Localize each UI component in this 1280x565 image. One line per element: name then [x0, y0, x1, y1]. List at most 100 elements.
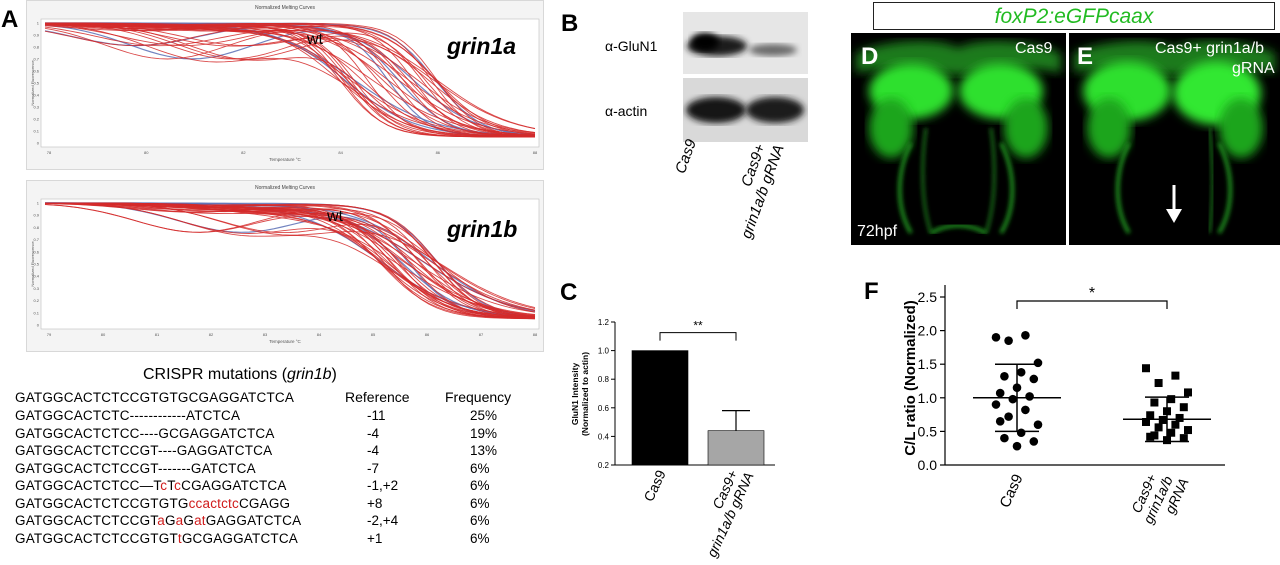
melt-x-tick: 82 — [241, 150, 246, 155]
y-tick-label: 0.0 — [918, 457, 938, 473]
data-point-cas9 — [1000, 371, 1009, 381]
melt-y-tick: 0.5 — [33, 81, 39, 86]
wt-label-grin1a: wt — [307, 31, 323, 48]
mutation-reference: -11 — [367, 408, 386, 423]
data-point-grna — [1167, 395, 1176, 404]
panel-label-c: C — [560, 279, 578, 306]
micro-header-box: foxP2:eGFPcaax — [873, 2, 1275, 30]
sequence-segment: T — [153, 478, 161, 493]
data-point-cas9 — [1033, 420, 1043, 429]
band-glun1-grna — [749, 44, 797, 56]
mutation-frequency: 6% — [470, 478, 490, 493]
x-tick-label: Cas9 — [640, 467, 668, 504]
melt-y-tick: 0.7 — [33, 237, 39, 242]
mutation-sequence: GATGGCACTCTCCGTaGaGatGAGGATCTCA — [15, 512, 301, 529]
mutation-reference: +1 — [367, 530, 383, 546]
melt-curve-grin1b: Normalized Melting Curves 1 0.9 0.8 0.7 0.6 0.… — [26, 180, 544, 352]
panel-label-f: F — [864, 278, 879, 305]
mutation-reference: -1,+2 — [367, 478, 399, 493]
melt-y-tick: 0.9 — [33, 33, 39, 38]
melt-y-tick: 0.1 — [33, 129, 39, 134]
sequence-segment: T — [167, 478, 175, 493]
sequence-segment: GATGGCACTCTCCGTGT — [15, 530, 178, 546]
mutation-sequence: GATGGCACTCTCCGT----GAGGATCTCA — [15, 442, 272, 459]
blot-label-glun1: α-GluN1 — [605, 38, 658, 54]
mutation-frequency: 6% — [470, 495, 490, 511]
data-point-grna — [1146, 432, 1155, 441]
blot-lane-cas9: Cas9 — [672, 137, 700, 176]
data-point-grna — [1142, 364, 1150, 373]
melt-y-tick: 0.9 — [33, 213, 39, 218]
bar-grna — [707, 430, 765, 466]
sequence-segment: GATGGCACTCTCCGTGTG — [15, 495, 189, 511]
y-tick-label: 1.0 — [598, 347, 610, 356]
inserted-bases: ccactctc — [188, 495, 239, 511]
melt-y-tick: 0.4 — [33, 274, 39, 279]
melt-y-tick: 1 — [37, 21, 40, 26]
y-tick-label: 0.2 — [598, 461, 610, 470]
gene-label-grin1a: grin1a — [447, 33, 517, 59]
melt-curve-mutant — [45, 202, 536, 320]
actin-bands — [683, 78, 808, 142]
col-header-reference: Reference — [345, 389, 410, 405]
significance-star: * — [1089, 285, 1095, 302]
crispr-mutation-row: GATGGCACTCTCCGT----GAGGATCTCA -4 13% — [15, 442, 535, 459]
down-arrow-icon — [1166, 185, 1182, 223]
melt-y-tick: 0.6 — [33, 249, 39, 254]
sequence-segment: GATGGCACTCTCC — [15, 425, 140, 441]
sequence-segment: ---- — [158, 443, 177, 458]
data-point-grna — [1179, 434, 1188, 443]
melt-y-tick: 0.2 — [33, 117, 39, 122]
sequence-segment: ATCTCA — [186, 408, 241, 423]
mutation-sequence: GATGGCACTCTCC—TcTcCGAGGATCTCA — [15, 477, 287, 494]
crispr-mutation-row: GATGGCACTCTCCGTGTtGCGAGGATCTCA +1 6% — [15, 530, 535, 547]
melt-x-tick: 86 — [425, 332, 430, 337]
melt-window-title: Normalized Melting Curves — [255, 185, 316, 191]
crispr-title: CRISPR mutations (grin1b) — [143, 366, 337, 384]
melt-y-tick: 0.2 — [33, 298, 39, 303]
glun1-bands — [683, 12, 808, 74]
crispr-mutation-row: GATGGCACTCTCC—TcTcCGAGGATCTCA -1,+2 6% — [15, 477, 535, 494]
data-point-grna — [1184, 388, 1192, 397]
sequence-segment: ------- — [158, 460, 191, 476]
inserted-bases: at — [194, 513, 206, 528]
sequence-segment: CGAGGATCTCA — [181, 478, 287, 493]
melt-y-title: Normalized Fluorescence — [30, 60, 35, 106]
col-header-frequency: Frequency — [445, 389, 512, 405]
y-axis-label: C/L ratio (Normalized) — [902, 300, 919, 456]
sequence-segment: G — [183, 513, 195, 528]
melt-y-tick: 0.3 — [33, 105, 39, 110]
scatter-chart-cl-ratio: 0.0 0.5 1.0 1.5 2.0 2.5C/L ratio (Normalized)… — [902, 285, 1225, 526]
data-point-cas9 — [991, 400, 1001, 409]
micro-d-fluorescence — [851, 33, 1066, 245]
data-point-grna — [1150, 431, 1159, 440]
data-point-grna — [1167, 428, 1176, 437]
micro-e-label-2: gRNA — [1232, 60, 1275, 77]
melt-x-tick: 82 — [209, 332, 214, 337]
panel-label-d: D — [861, 43, 879, 70]
panel-label-e: E — [1077, 43, 1094, 70]
data-point-grna — [1142, 417, 1150, 426]
melt-x-tick: 86 — [436, 150, 441, 155]
melt-curve-mutant — [44, 203, 536, 319]
data-point-grna — [1179, 403, 1188, 412]
micro-d-label: Cas9 — [1015, 40, 1053, 57]
mutation-sequence: GATGGCACTCTCCGT-------GATCTCA — [15, 460, 256, 477]
mutation-reference: -4 — [367, 425, 380, 441]
melt-x-tick: 79 — [47, 332, 52, 337]
melt-curve-mutant — [44, 23, 536, 138]
mutation-sequence: GATGGCACTCTCC----GCGAGGATCTCA — [15, 425, 275, 442]
melt-x-tick: 84 — [338, 150, 343, 155]
mutation-reference: -4 — [367, 443, 380, 458]
significance-stars: ** — [693, 319, 703, 333]
y-tick-label: 1.5 — [918, 356, 938, 372]
sequence-segment: CGAGG — [238, 495, 291, 511]
inserted-bases: c — [174, 478, 182, 493]
melt-y-tick: 0.4 — [33, 93, 39, 98]
data-point-cas9 — [1000, 433, 1009, 443]
data-point-grna — [1150, 398, 1159, 407]
melt-x-tick: 88 — [533, 332, 538, 337]
data-point-cas9 — [991, 333, 1001, 342]
data-point-cas9 — [1004, 412, 1013, 421]
mutation-reference: -2,+4 — [367, 513, 399, 528]
